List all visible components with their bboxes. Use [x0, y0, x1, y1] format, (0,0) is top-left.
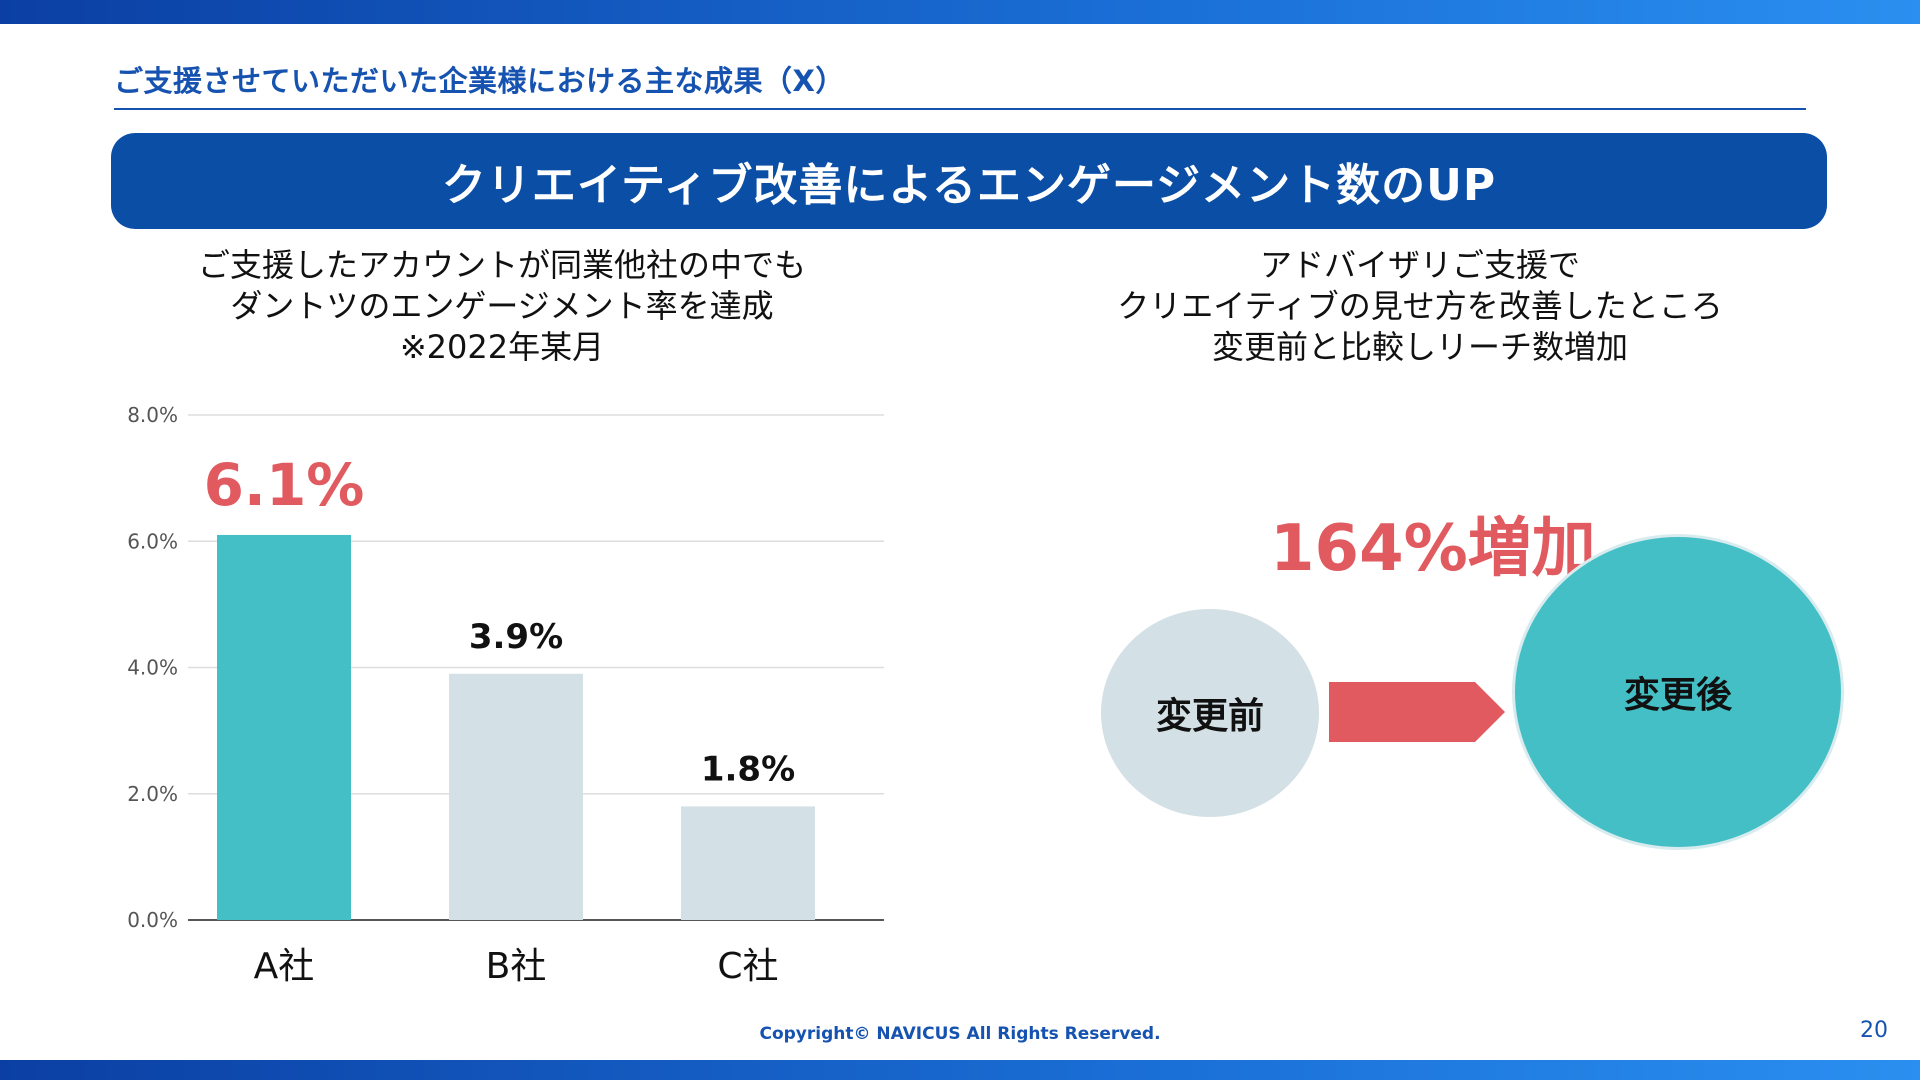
page-number: 20 — [1860, 1018, 1888, 1043]
y-tick-label: 4.0% — [127, 656, 178, 680]
y-tick-label: 0.0% — [127, 908, 178, 932]
before-label: 変更前 — [1155, 696, 1264, 737]
y-tick-label: 2.0% — [127, 782, 178, 806]
category-label: A社 — [254, 946, 315, 987]
category-label: C社 — [717, 946, 778, 987]
after-circle: 変更後 — [1512, 534, 1844, 850]
right-description: アドバイザリご支援で クリエイティブの見せ方を改善したところ 変更前と比較しリー… — [1040, 245, 1800, 368]
y-tick-label: 8.0% — [127, 403, 178, 427]
bar — [449, 673, 583, 920]
left-description: ご支援したアカウントが同業他社の中でも ダントツのエンゲージメント率を達成 ※2… — [112, 245, 892, 368]
right-description-line: クリエイティブの見せ方を改善したところ — [1117, 287, 1723, 325]
after-label: 変更後 — [1623, 675, 1732, 716]
right-description-line: 変更前と比較しリーチ数増加 — [1211, 328, 1628, 366]
data-label: 3.9% — [469, 617, 563, 657]
y-tick-label: 6.0% — [127, 529, 178, 553]
bottom-accent-bar — [0, 1060, 1920, 1080]
right-arrow-icon — [1329, 682, 1505, 742]
data-label: 1.8% — [701, 749, 795, 789]
left-description-line: ※2022年某月 — [399, 328, 605, 366]
section-title: ご支援させていただいた企業様における主な成果（X） — [114, 64, 845, 98]
before-circle: 変更前 — [1101, 609, 1319, 817]
increase-label: 164%増加 — [1270, 512, 1596, 586]
headline-banner: クリエイティブ改善によるエンゲージメント数のUP — [111, 133, 1827, 229]
left-description-line: ダントツのエンゲージメント率を達成 — [230, 287, 774, 325]
title-divider — [114, 108, 1806, 110]
copyright-text: Copyright© NAVICUS All Rights Reserved. — [759, 1024, 1161, 1044]
data-label: 6.1% — [204, 451, 365, 519]
banner-title: クリエイティブ改善によるエンゲージメント数のUP — [441, 160, 1497, 211]
engagement-rate-bar-chart: 0.0% 2.0% 4.0% 6.0% 8.0% 6.1% A社 3.9% B社 1.8% C社 — [127, 403, 884, 987]
bar — [217, 534, 351, 920]
bar — [681, 806, 815, 920]
category-label: B社 — [486, 946, 547, 987]
left-description-line: ご支援したアカウントが同業他社の中でも — [197, 246, 806, 284]
top-accent-bar — [0, 0, 1920, 24]
right-description-line: アドバイザリご支援で — [1259, 246, 1580, 284]
